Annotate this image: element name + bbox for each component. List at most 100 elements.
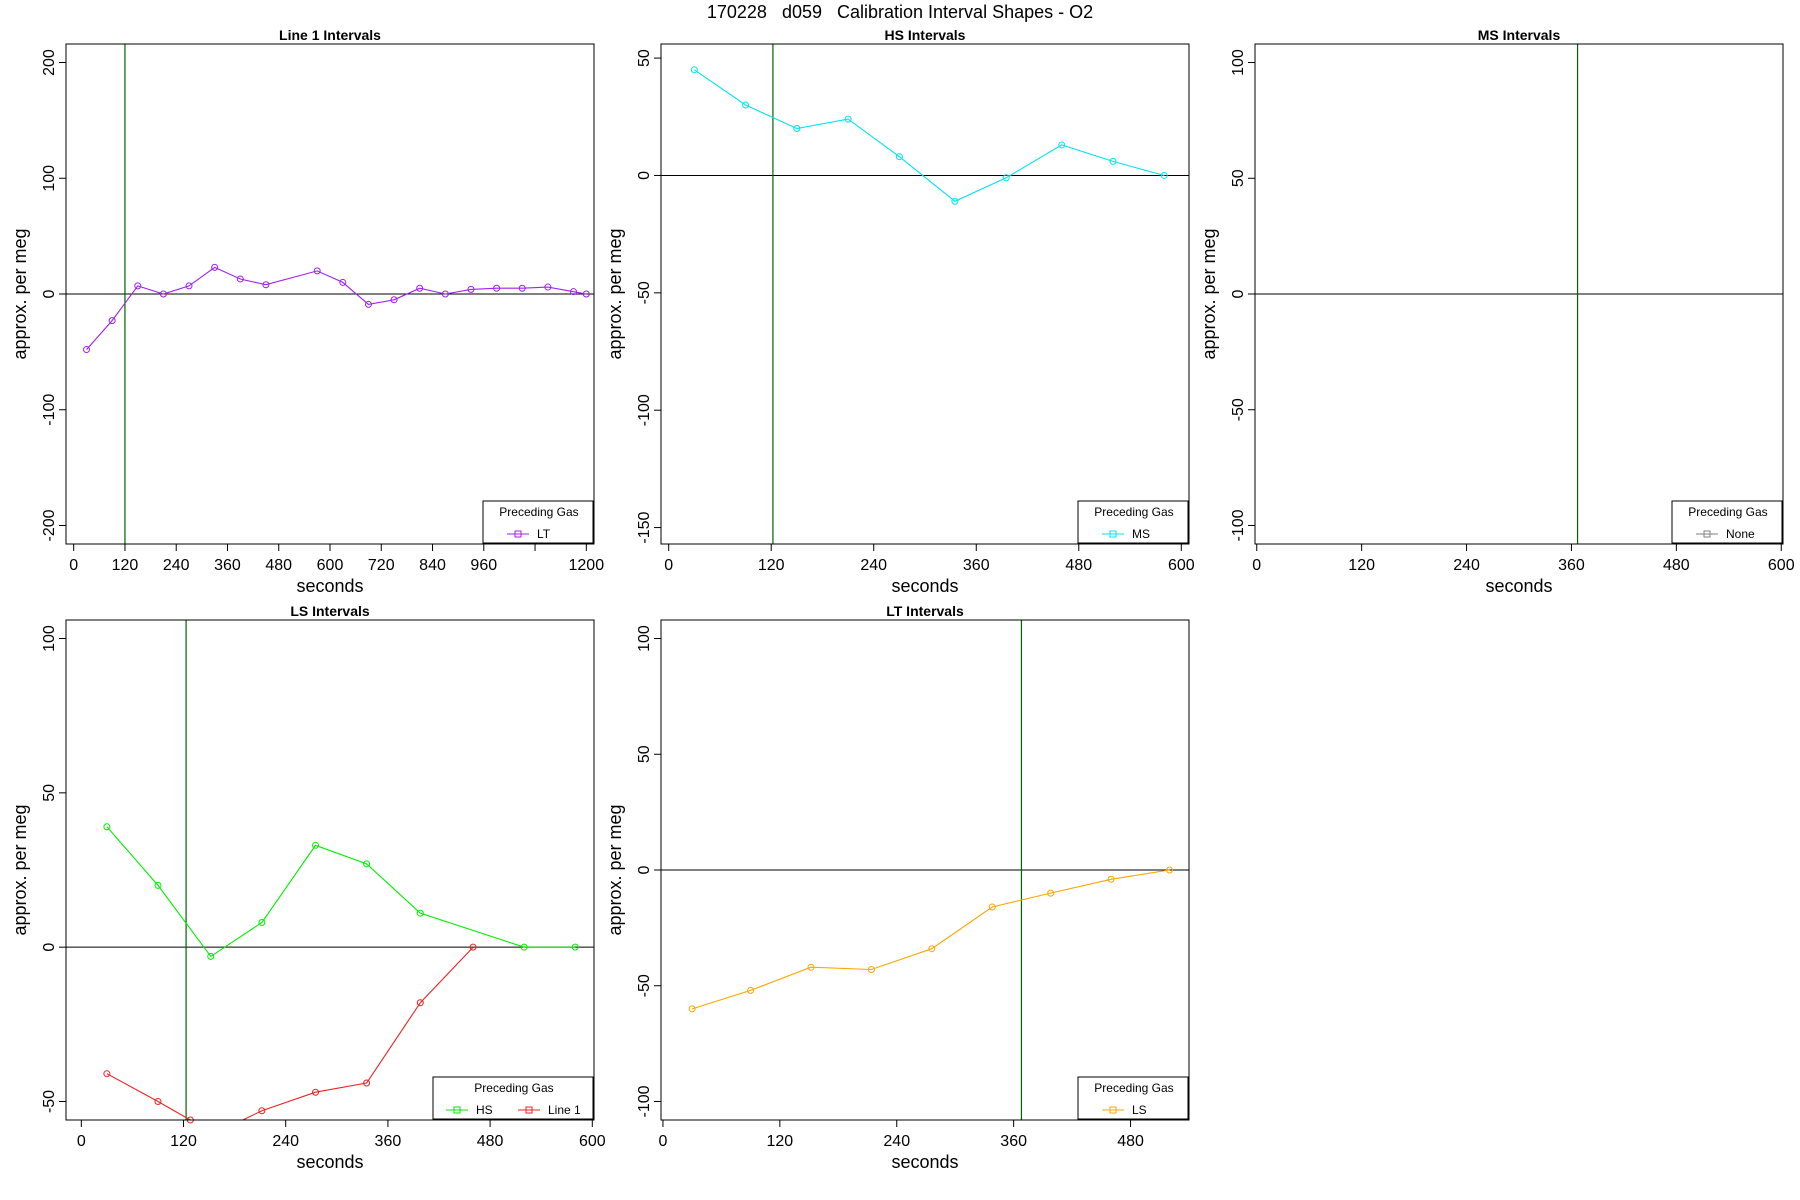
legend-label: MS <box>1132 527 1150 541</box>
x-tick-label: 240 <box>1453 557 1480 574</box>
x-tick-label: 480 <box>265 557 292 574</box>
data-point <box>185 282 193 290</box>
data-point <box>1047 889 1055 897</box>
x-tick-label: 720 <box>368 557 395 574</box>
data-point <box>688 1005 696 1013</box>
x-tick-label: 0 <box>664 557 673 574</box>
y-tick-label: 0 <box>636 865 653 874</box>
y-tick-label: 100 <box>41 625 58 652</box>
data-point <box>544 283 552 291</box>
x-tick-label: 240 <box>860 557 887 574</box>
data-point <box>867 966 875 974</box>
data-point <box>211 263 219 271</box>
y-tick-label: 50 <box>636 49 653 67</box>
x-tick-label: 600 <box>579 1133 606 1150</box>
legend-swatch-square-icon <box>1109 530 1117 538</box>
x-tick-label: 0 <box>77 1133 86 1150</box>
data-point <box>103 1070 111 1078</box>
legend-title: Preceding Gas <box>1094 1081 1173 1095</box>
data-point <box>571 943 579 951</box>
data-point <box>469 943 477 951</box>
legend-box <box>1077 500 1189 544</box>
series-line-ls <box>692 869 1170 1010</box>
panel-title: LS Intervals <box>290 603 370 619</box>
x-tick-label: 120 <box>766 1133 793 1150</box>
y-tick-label: -150 <box>636 511 653 543</box>
legend-box <box>1671 500 1783 544</box>
panel-title: MS Intervals <box>1478 27 1561 43</box>
data-point <box>1166 866 1174 874</box>
data-point <box>520 943 528 951</box>
panel-ls: LS Intervals 0 120 240 360 480 600 -50 0 50 100 sec… <box>10 603 606 1172</box>
y-tick-label: 50 <box>41 784 58 802</box>
x-tick-label: 120 <box>758 557 785 574</box>
x-tick-label: 0 <box>69 557 78 574</box>
data-point <box>207 952 215 960</box>
data-point <box>154 881 162 889</box>
data-point <box>1107 875 1115 883</box>
y-tick-label: -50 <box>636 281 653 304</box>
x-tick-label: 600 <box>1168 557 1195 574</box>
legend-swatch-square-icon <box>514 530 522 538</box>
data-point <box>441 290 449 298</box>
data-point <box>364 300 372 308</box>
data-point <box>493 284 501 292</box>
data-point <box>844 115 852 123</box>
data-point <box>103 823 111 831</box>
y-tick-label: -100 <box>636 394 653 426</box>
x-tick-label: 360 <box>1000 1133 1027 1150</box>
legend-swatch-square-icon <box>1109 1106 1117 1114</box>
legend-label: None <box>1726 527 1755 541</box>
x-tick-label: 360 <box>1558 557 1585 574</box>
y-tick-label: 50 <box>636 745 653 763</box>
legend-title: Preceding Gas <box>499 505 578 519</box>
x-tick-label: 0 <box>1252 557 1261 574</box>
panel-line1: Line 1 Intervals 0 120 240 360 480 600 720 840 96… <box>10 27 604 596</box>
x-tick-label: 120 <box>170 1133 197 1150</box>
legend: Preceding Gas None <box>1671 500 1783 544</box>
legend-box <box>1077 1076 1189 1120</box>
y-tick-label: 0 <box>41 943 58 952</box>
y-tick-label: 100 <box>1230 49 1247 76</box>
plot-frame <box>660 43 1190 545</box>
x-tick-label: 960 <box>470 557 497 574</box>
x-axis-label: seconds <box>891 576 958 596</box>
x-tick-label: 360 <box>375 1133 402 1150</box>
y-axis-label: approx. per meg <box>605 804 625 935</box>
x-tick-label: 600 <box>317 557 344 574</box>
data-point <box>390 296 398 304</box>
legend-swatch-square-icon <box>525 1106 533 1114</box>
data-point <box>258 1107 266 1115</box>
x-tick-label: 360 <box>214 557 241 574</box>
panel-title: Line 1 Intervals <box>279 27 381 43</box>
y-tick-label: 100 <box>636 625 653 652</box>
data-point <box>154 1097 162 1105</box>
legend: Preceding Gas HS Line 1 <box>432 1076 594 1120</box>
legend: Preceding Gas LS <box>1077 1076 1189 1120</box>
panel-title: HS Intervals <box>885 27 966 43</box>
x-axis-label: seconds <box>891 1152 958 1172</box>
x-axis-label: seconds <box>1485 576 1552 596</box>
legend-label: LT <box>537 527 551 541</box>
y-tick-label: 0 <box>1230 289 1247 298</box>
y-tick-label: -50 <box>636 974 653 997</box>
y-tick-label: -50 <box>41 1090 58 1113</box>
data-point <box>582 290 590 298</box>
panel-title: LT Intervals <box>886 603 964 619</box>
y-tick-label: -200 <box>41 509 58 541</box>
x-axis-label: seconds <box>296 1152 363 1172</box>
legend-label: LS <box>1132 1103 1147 1117</box>
data-point <box>363 1079 371 1087</box>
y-tick-label: 100 <box>41 165 58 192</box>
x-tick-label: 0 <box>658 1133 667 1150</box>
data-point <box>313 267 321 275</box>
data-point <box>258 918 266 926</box>
y-tick-label: 0 <box>636 171 653 180</box>
panel-ms: MS Intervals 0 120 240 360 480 600 -100 -50 0 50 10… <box>1199 27 1795 596</box>
data-point <box>416 999 424 1007</box>
series-line-ms <box>693 69 1165 202</box>
y-tick-label: 200 <box>41 49 58 76</box>
y-tick-label: -100 <box>1230 509 1247 541</box>
x-tick-label: 480 <box>477 1133 504 1150</box>
